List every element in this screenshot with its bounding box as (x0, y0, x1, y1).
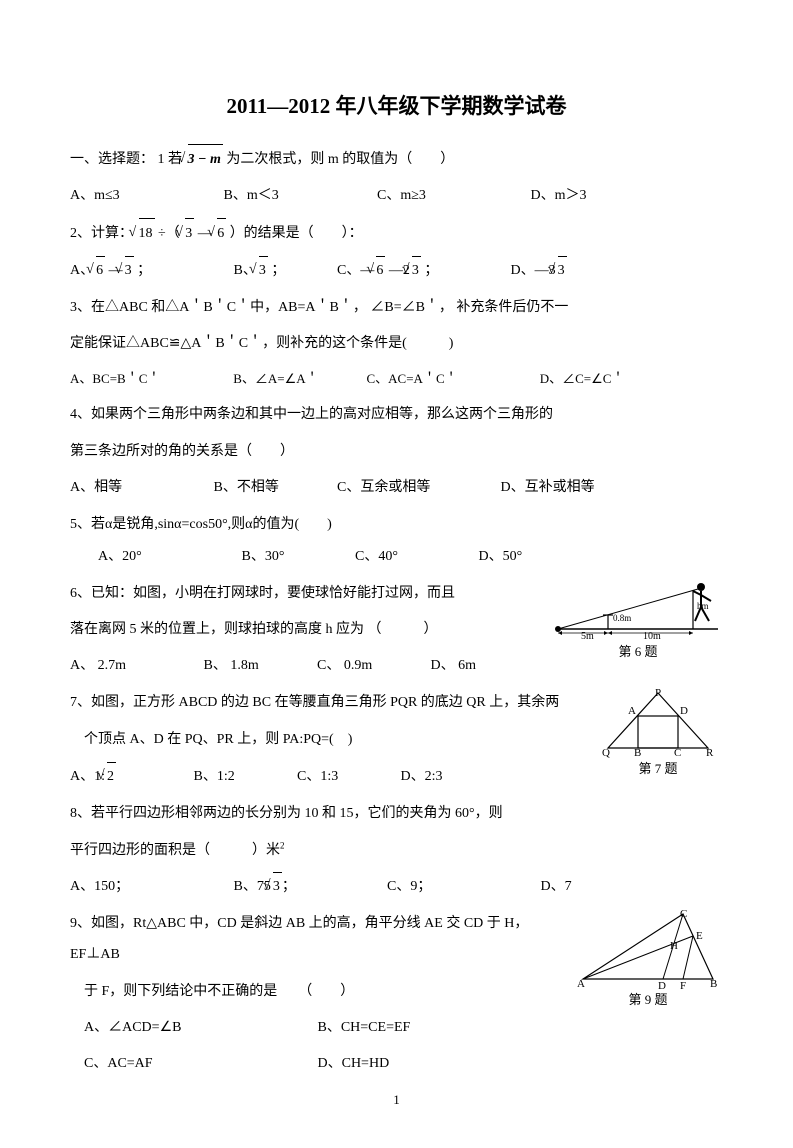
q7-opt-c: C、1:3 (297, 763, 397, 791)
q3-line2: 定能保证△ABC≌△A＇B＇C＇，则补充的这个条件是( ) (70, 329, 723, 360)
q1-stem: 一、选择题： 1 若 3 − m 为二次根式，则 m 的取值为（ ） (70, 144, 723, 176)
svg-text:R: R (706, 747, 714, 758)
q3-opt-c: C、AC=A＇C＇ (367, 366, 537, 392)
q8-line1: 8、若平行四边形相邻两边的长分别为 10 和 15，它们的夹角为 60°，则 (70, 799, 723, 830)
q4-options: A、相等 B、不相等 C、互余或相等 D、互补或相等 (70, 474, 723, 502)
svg-text:5m: 5m (581, 631, 594, 641)
q7-line2: 个顶点 A、D 在 PQ、PR 上，则 PA:PQ=( ) (70, 725, 593, 756)
q2-opt-d: D、—33 (511, 256, 567, 285)
q5-options: A、20° B、30° C、40° D、50° (70, 543, 723, 571)
q5-opt-c: C、40° (355, 543, 475, 571)
svg-text:F: F (680, 980, 686, 989)
q9-opt-d: D、CH=HD (318, 1050, 390, 1078)
q8-line2: 平行四边形的面积是（ ）米2 (70, 836, 723, 867)
q7-opt-a: A、1:2 (70, 762, 190, 791)
q4-opt-a: A、相等 (70, 474, 210, 502)
q3-options: A、BC=B＇C＇ B、∠A=∠A＇ C、AC=A＇C＇ D、∠C=∠C＇ (70, 366, 723, 392)
svg-text:D: D (658, 980, 666, 989)
q2-stem: 2、计算： 18 ÷（ 3 — 6 ）的结果是（ ）： (70, 218, 723, 250)
q9-opt-c: C、AC=AF (84, 1050, 314, 1078)
q5-opt-a: A、20° (98, 543, 238, 571)
q5-opt-d: D、50° (479, 543, 523, 571)
svg-text:B: B (710, 978, 717, 989)
q7-figure: P A D Q B C R 第 7 题 (593, 688, 723, 777)
q6-line2: 落在离网 5 米的位置上，则球拍球的高度 h 应为 （ ） (70, 615, 553, 646)
q7-line1: 7、如图，正方形 ABCD 的边 BC 在等腰直角三角形 PQR 的底边 QR … (70, 688, 593, 719)
q4-line2: 第三条边所对的角的关系是（ ） (70, 437, 723, 468)
q3-opt-a: A、BC=B＇C＇ (70, 366, 230, 392)
svg-text:P: P (655, 688, 661, 699)
q8-opt-a: A、150； (70, 873, 230, 901)
page-number: 1 (70, 1092, 723, 1108)
q3-opt-d: D、∠C=∠C＇ (540, 366, 625, 392)
svg-text:C: C (680, 909, 687, 920)
q5-opt-b: B、30° (242, 543, 352, 571)
q6-opt-d: D、 6m (431, 652, 477, 680)
q6-options: A、 2.7m B、 1.8m C、 0.9m D、 6m (70, 652, 553, 680)
q4-opt-d: D、互补或相等 (501, 474, 595, 502)
q7-options: A、1:2 B、1:2 C、1:3 D、2:3 (70, 762, 593, 791)
q9-opt-b: B、CH=CE=EF (318, 1014, 411, 1042)
q6-opt-b: B、 1.8m (204, 652, 314, 680)
q7-figure-label: 第 7 题 (593, 758, 723, 777)
q6-opt-a: A、 2.7m (70, 652, 200, 680)
q1-opt-b: B、m＜3 (224, 182, 374, 210)
svg-text:A: A (628, 705, 636, 717)
svg-text:Q: Q (602, 747, 610, 758)
q4-line1: 4、如果两个三角形中两条边和其中一边上的高对应相等，那么这两个三角形的 (70, 400, 723, 431)
q9-line1: 9、如图，Rt△ABC 中，CD 是斜边 AB 上的高，角平分线 AE 交 CD… (70, 909, 573, 971)
svg-text:hm: hm (697, 601, 709, 611)
svg-text:A: A (577, 978, 585, 989)
svg-text:10m: 10m (643, 631, 661, 641)
q8-opt-c: C、9； (387, 873, 537, 901)
q8-opt-d: D、7 (541, 873, 572, 901)
q6-opt-c: C、 0.9m (317, 652, 427, 680)
svg-text:D: D (680, 705, 688, 717)
q5-line1: 5、若α是锐角,sinα=cos50°,则α的值为( ) (70, 510, 723, 541)
q1-options: A、m≤3 B、m＜3 C、m≥3 D、m＞3 (70, 182, 723, 210)
svg-text:0.8m: 0.8m (613, 613, 631, 623)
q4-opt-b: B、不相等 (214, 474, 334, 502)
q6-figure: 5m 10m 0.8m hm 第 6 题 (553, 579, 723, 660)
q3-opt-b: B、∠A=∠A＇ (233, 366, 363, 392)
q8-options: A、150； B、753； C、9； D、7 (70, 872, 723, 901)
q9-figure-label: 第 9 题 (573, 989, 723, 1008)
q8-opt-b: B、753； (234, 872, 384, 901)
q2-options: A、6 —3 ； B、3 ； C、—6 —23 ； D、—33 (70, 256, 723, 285)
svg-text:H: H (670, 940, 678, 952)
q9-line2: 于 F，则下列结论中不正确的是 （ ） (70, 977, 573, 1008)
svg-text:C: C (674, 747, 681, 758)
q3-line1: 3、在△ABC 和△A＇B＇C＇中，AB=A＇B＇， ∠B=∠B＇， 补充条件后… (70, 293, 723, 324)
q9-opt-a: A、∠ACD=∠B (84, 1014, 314, 1042)
svg-text:E: E (696, 930, 703, 942)
q2-opt-a: A、6 —3 ； (70, 256, 230, 285)
svg-text:B: B (634, 747, 641, 758)
q1-opt-d: D、m＞3 (531, 182, 587, 210)
q1-opt-a: A、m≤3 (70, 182, 220, 210)
page-title: 2011—2012 年八年级下学期数学试卷 (70, 90, 723, 120)
q2-opt-b: B、3 ； (234, 256, 334, 285)
q4-opt-c: C、互余或相等 (337, 474, 497, 502)
q9-figure: A C B D F E H 第 9 题 (573, 909, 723, 1008)
q2-opt-c: C、—6 —23 ； (337, 256, 507, 285)
q1-opt-c: C、m≥3 (377, 182, 527, 210)
q9-options-row2: C、AC=AF D、CH=HD (70, 1050, 573, 1078)
q6-figure-label: 第 6 题 (553, 641, 723, 660)
q9-options-row1: A、∠ACD=∠B B、CH=CE=EF (70, 1014, 573, 1042)
q6-line1: 6、已知：如图，小明在打网球时，要使球恰好能打过网，而且 (70, 579, 553, 610)
q7-opt-d: D、2:3 (401, 763, 443, 791)
q7-opt-b: B、1:2 (194, 763, 294, 791)
